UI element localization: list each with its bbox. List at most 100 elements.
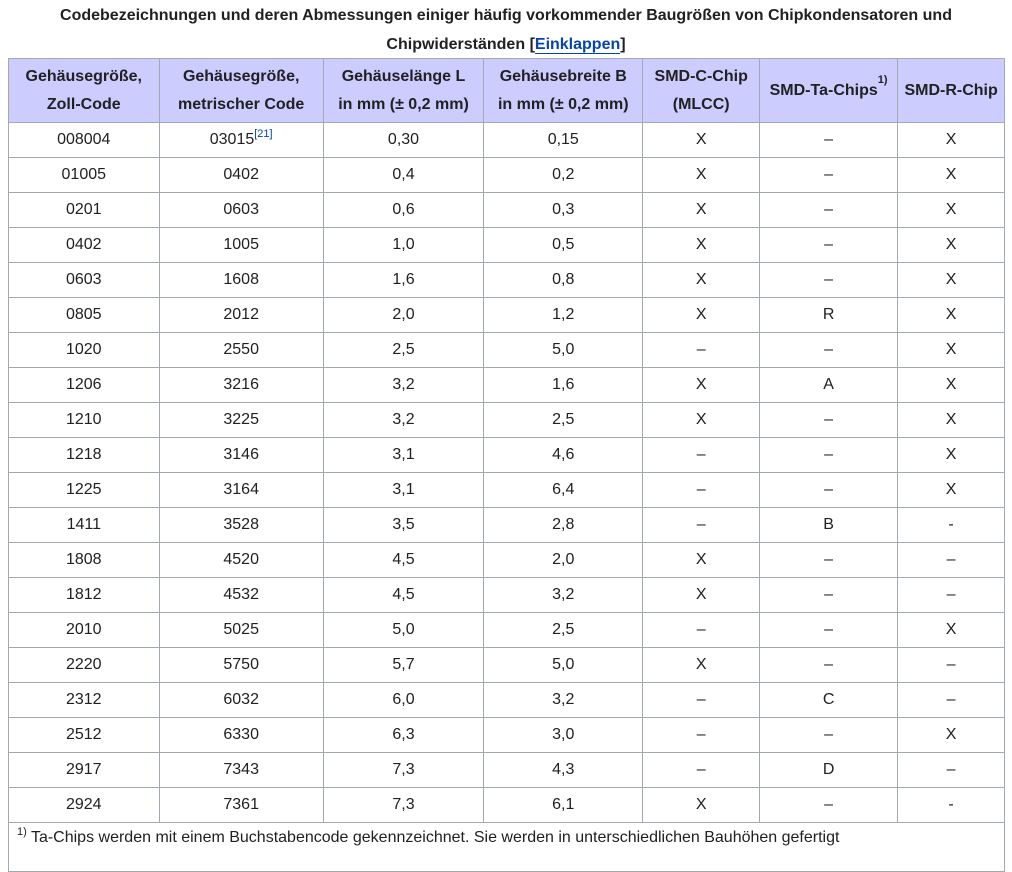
cell-length-value: 3,1 <box>392 446 415 463</box>
cell-zoll-code: 2917 <box>8 752 160 788</box>
cell-width-value: 6,1 <box>552 796 575 813</box>
cell-smd-ta-chips-value: – <box>824 796 834 813</box>
cell-smd-ta-chips: – <box>758 472 899 508</box>
table-caption: Codebezeichnungen und deren Abmessungen … <box>0 0 1012 59</box>
cell-zoll-code-value: 1020 <box>65 341 102 358</box>
cell-width: 1,6 <box>483 367 644 403</box>
footnote-text: Ta-Chips werden mit einem Buchstabencode… <box>26 829 840 846</box>
cell-smd-c-chip-value: X <box>695 586 707 603</box>
cell-metric-code: 5025 <box>158 612 324 648</box>
cell-length: 5,7 <box>322 647 485 683</box>
table-row: 1020 2550 2,5 5,0 – – X <box>8 332 1005 368</box>
collapse-link[interactable]: Einklappen <box>534 36 621 54</box>
table-row: 0402 1005 1,0 0,5 X – X <box>8 227 1005 263</box>
cell-smd-r-chip-value: X <box>945 726 957 743</box>
cell-smd-r-chip-value: X <box>945 271 957 288</box>
cell-width: 3,2 <box>483 577 644 613</box>
cell-smd-ta-chips: – <box>758 402 899 438</box>
cell-smd-ta-chips-value: – <box>824 341 834 358</box>
header-width: Gehäusebreite B in mm (± 0,2 mm) <box>483 58 644 123</box>
cell-width-value: 0,3 <box>552 201 575 218</box>
table-row: 2220 5750 5,7 5,0 X – – <box>8 647 1005 683</box>
cell-smd-r-chip: X <box>897 367 1005 403</box>
table-row: 2312 6032 6,0 3,2 – C – <box>8 682 1005 718</box>
cell-zoll-code-value: 1225 <box>65 481 102 498</box>
cell-metric-code-value: 3225 <box>223 411 259 428</box>
cell-smd-ta-chips: C <box>758 682 899 718</box>
cell-metric-code-value: 1608 <box>223 271 259 288</box>
header-width-line1: Gehäusebreite B <box>499 67 627 85</box>
cell-zoll-code-value: 0402 <box>65 236 102 253</box>
cell-length: 6,0 <box>322 682 485 718</box>
cell-smd-r-chip-value: X <box>945 236 957 253</box>
cell-length-value: 3,1 <box>392 481 415 498</box>
cell-zoll-code: 008004 <box>8 122 160 158</box>
cell-smd-r-chip: X <box>897 717 1005 753</box>
cell-smd-ta-chips-value: – <box>824 446 834 463</box>
cell-smd-r-chip-value: X <box>945 411 957 428</box>
cell-smd-ta-chips: R <box>758 297 899 333</box>
cell-zoll-code: 1218 <box>8 437 160 473</box>
cell-smd-r-chip-value: X <box>945 306 957 323</box>
cell-width: 4,3 <box>483 752 644 788</box>
reference-link[interactable]: [21] <box>254 128 273 140</box>
cell-smd-ta-chips-value: – <box>824 201 834 218</box>
cell-smd-ta-chips-value: – <box>824 586 834 603</box>
header-width-line2: in mm (± 0,2 mm) <box>497 95 629 113</box>
cell-smd-c-chip: – <box>642 507 760 543</box>
cell-smd-ta-chips-value: B <box>823 516 834 533</box>
table-row: 0805 2012 2,0 1,2 X R X <box>8 297 1005 333</box>
cell-width-value: 0,5 <box>552 236 575 253</box>
cell-smd-ta-chips-value: – <box>824 551 834 568</box>
table-row: 008004 03015[21] 0,30 0,15 X – X <box>8 122 1005 158</box>
cell-length: 7,3 <box>322 752 485 788</box>
cell-width-value: 1,2 <box>552 306 575 323</box>
header-zoll-code-line2: Zoll-Code <box>46 95 121 113</box>
cell-smd-c-chip-value: – <box>696 621 706 638</box>
cell-zoll-code-value: 0805 <box>65 306 102 323</box>
cell-metric-code: 6330 <box>158 717 324 753</box>
header-footnote-marker: 1) <box>877 73 888 86</box>
header-smd-ta-chips-label: SMD-Ta-Chips <box>769 81 878 99</box>
cell-smd-c-chip: X <box>642 542 760 578</box>
cell-smd-ta-chips-value: C <box>822 691 835 708</box>
cell-smd-r-chip: - <box>897 507 1005 543</box>
cell-smd-r-chip-value: – <box>946 551 956 568</box>
cell-smd-r-chip: - <box>897 787 1005 823</box>
cell-smd-ta-chips-value: – <box>824 411 834 428</box>
cell-width: 6,1 <box>483 787 644 823</box>
cell-smd-r-chip: X <box>897 332 1005 368</box>
cell-zoll-code-value: 0201 <box>65 201 102 218</box>
cell-width-value: 3,0 <box>552 726 575 743</box>
cell-smd-ta-chips-value: – <box>824 271 834 288</box>
footnote-row: 1) Ta-Chips werden mit einem Buchstabenc… <box>8 822 1005 872</box>
cell-zoll-code-value: 2917 <box>65 761 102 778</box>
cell-length-value: 6,0 <box>392 691 415 708</box>
cell-metric-code-value: 3216 <box>223 376 259 393</box>
cell-smd-ta-chips-value: – <box>824 621 834 638</box>
footnote-marker: 1) <box>17 826 27 838</box>
caption-line-2-text: Chipwiderständen <box>386 36 526 53</box>
cell-width-value: 4,6 <box>552 446 575 463</box>
cell-smd-c-chip-value: X <box>695 131 707 148</box>
cell-smd-c-chip: – <box>642 472 760 508</box>
cell-width-value: 2,8 <box>552 516 575 533</box>
cell-smd-ta-chips: – <box>758 577 899 613</box>
cell-width-value: 3,2 <box>552 586 575 603</box>
cell-smd-c-chip-value: – <box>696 691 706 708</box>
cell-smd-c-chip-value: X <box>695 166 707 183</box>
cell-metric-code: 1005 <box>158 227 324 263</box>
cell-length: 6,3 <box>322 717 485 753</box>
cell-zoll-code: 2512 <box>8 717 160 753</box>
cell-smd-c-chip: – <box>642 332 760 368</box>
cell-smd-ta-chips-value: R <box>822 306 835 323</box>
cell-metric-code: 3216 <box>158 367 324 403</box>
cell-smd-ta-chips-value: – <box>824 236 834 253</box>
cell-smd-c-chip: X <box>642 192 760 228</box>
cell-metric-code: 03015[21] <box>158 122 324 158</box>
header-metric-code-line2: metrischer Code <box>178 95 305 113</box>
table-header-row: Gehäusegröße, Zoll-Code Gehäusegröße, me… <box>8 58 1005 123</box>
cell-metric-code-value: 6032 <box>223 691 259 708</box>
cell-smd-r-chip-value: X <box>945 166 957 183</box>
cell-width: 0,8 <box>483 262 644 298</box>
